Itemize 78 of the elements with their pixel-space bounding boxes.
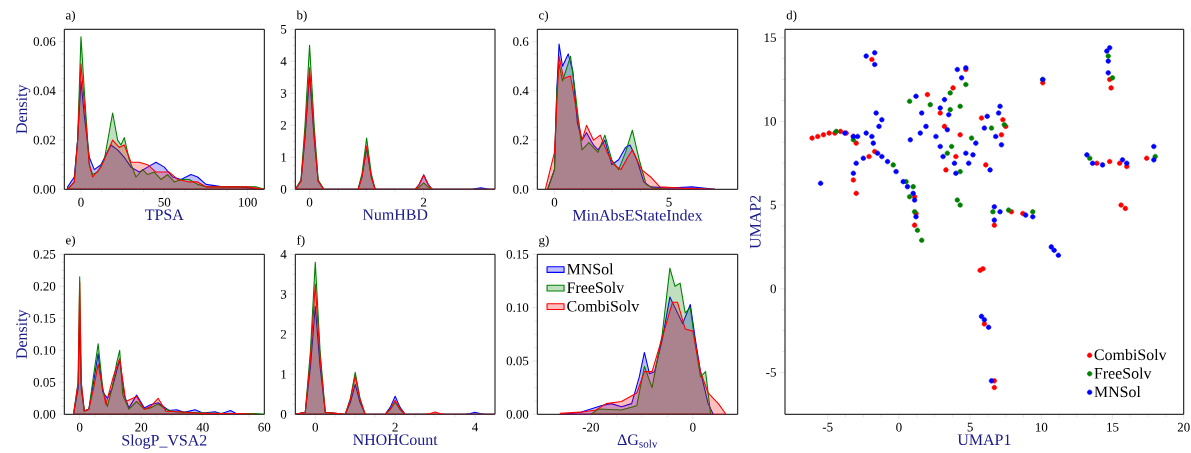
y-tick-label: 0.20 xyxy=(33,281,56,291)
y-tick-label: 0.6 xyxy=(513,37,529,47)
y-axis-title: UMAP2 xyxy=(750,195,761,249)
x-axis-title: NHOHCount xyxy=(353,434,438,446)
x-tick-label: 2 xyxy=(392,422,398,432)
y-tick-label: 0.04 xyxy=(33,86,56,96)
x-axis-title: TPSA xyxy=(145,209,184,221)
x-axis-title: UMAP1 xyxy=(957,434,1011,446)
x-tick-label: -20 xyxy=(582,422,599,432)
x-tick-label: 0 xyxy=(551,197,558,207)
y-tick-label: 2 xyxy=(280,330,287,339)
legend-label: FreeSolv xyxy=(1094,367,1152,379)
y-tick-label: 5 xyxy=(281,24,287,34)
y-tick-label: 2 xyxy=(280,121,287,130)
legend-label: CombiSolv xyxy=(1094,348,1167,361)
x-tick-label: 0 xyxy=(76,422,83,432)
y-tick-label: 15 xyxy=(764,33,776,43)
x-tick-label: 5 xyxy=(666,197,672,207)
y-tick-label: 3 xyxy=(280,88,287,98)
x-tick-label: 10 xyxy=(1035,422,1048,432)
y-tick-label: 3 xyxy=(280,289,287,299)
x-tick-label: 0 xyxy=(78,197,84,207)
y-tick-label: 0.10 xyxy=(506,303,529,313)
y-tick-label: 0.25 xyxy=(33,249,56,259)
x-tick-label: 5 xyxy=(967,422,973,432)
x-tick-label: 4 xyxy=(472,422,479,432)
y-tick-label: 10 xyxy=(764,117,776,126)
y-tick-label: 4 xyxy=(280,250,287,259)
x-axis-title: MinAbsEStateIndex xyxy=(572,209,703,221)
y-tick-label: 0.06 xyxy=(33,37,56,47)
chart-title: a) xyxy=(65,10,75,23)
chart-title: g) xyxy=(539,235,549,248)
chart-title: d) xyxy=(786,10,797,23)
y-tick-label: 0 xyxy=(280,184,287,194)
x-axis-title: ΔG$_{solv}$ xyxy=(617,434,658,448)
x-tick-label: 0 xyxy=(312,422,319,432)
x-tick-label: 0 xyxy=(896,422,902,432)
x-tick-label: 60 xyxy=(258,422,271,432)
y-axis-title: Density xyxy=(16,84,31,134)
y-tick-label: 0.15 xyxy=(33,313,56,323)
x-tick-label: 20 xyxy=(135,422,148,432)
y-tick-label: 0.00 xyxy=(506,409,529,419)
x-tick-label: 20 xyxy=(1177,422,1190,432)
legend-label: MNSol xyxy=(1094,386,1141,398)
legend-label: CombiSolv xyxy=(567,300,640,312)
y-tick-label: 0.00 xyxy=(33,184,56,194)
y-tick-label: -5 xyxy=(766,368,776,377)
y-tick-label: 0.10 xyxy=(33,345,56,355)
y-tick-label: 0.00 xyxy=(33,409,56,419)
y-axis-title: Density xyxy=(16,309,31,359)
chart-title: e) xyxy=(66,235,75,248)
x-tick-label: 100 xyxy=(239,197,257,207)
y-tick-label: 0.05 xyxy=(33,377,56,387)
chart-title: f) xyxy=(296,235,305,248)
x-tick-label: 0 xyxy=(690,422,696,432)
y-tick-label: 0 xyxy=(770,284,776,294)
legend-label: MNSol xyxy=(567,263,614,275)
x-axis-title: SlogP_VSA2 xyxy=(122,434,207,449)
y-tick-label: 1 xyxy=(281,370,287,379)
y-tick-label: 4 xyxy=(280,57,287,66)
x-tick-label: 15 xyxy=(1107,422,1119,432)
y-tick-label: 0.05 xyxy=(506,356,529,366)
y-tick-label: 0.15 xyxy=(506,249,529,259)
y-tick-label: 0 xyxy=(280,409,287,419)
x-tick-label: 2 xyxy=(421,197,427,207)
x-tick-label: 50 xyxy=(158,197,171,207)
chart-title: b) xyxy=(296,10,307,23)
y-tick-label: 0.02 xyxy=(33,135,56,145)
x-axis-title: NumHBD xyxy=(362,209,428,220)
y-tick-label: 1 xyxy=(281,153,287,162)
x-tick-label: 40 xyxy=(196,422,209,432)
chart-title: c) xyxy=(539,10,548,23)
y-tick-label: 0.0 xyxy=(513,184,529,194)
x-tick-label: -5 xyxy=(822,422,833,432)
legend-label: FreeSolv xyxy=(567,281,625,294)
y-tick-label: 0.2 xyxy=(513,135,529,145)
y-tick-label: 0.4 xyxy=(513,86,529,96)
x-tick-label: 0 xyxy=(306,197,313,207)
